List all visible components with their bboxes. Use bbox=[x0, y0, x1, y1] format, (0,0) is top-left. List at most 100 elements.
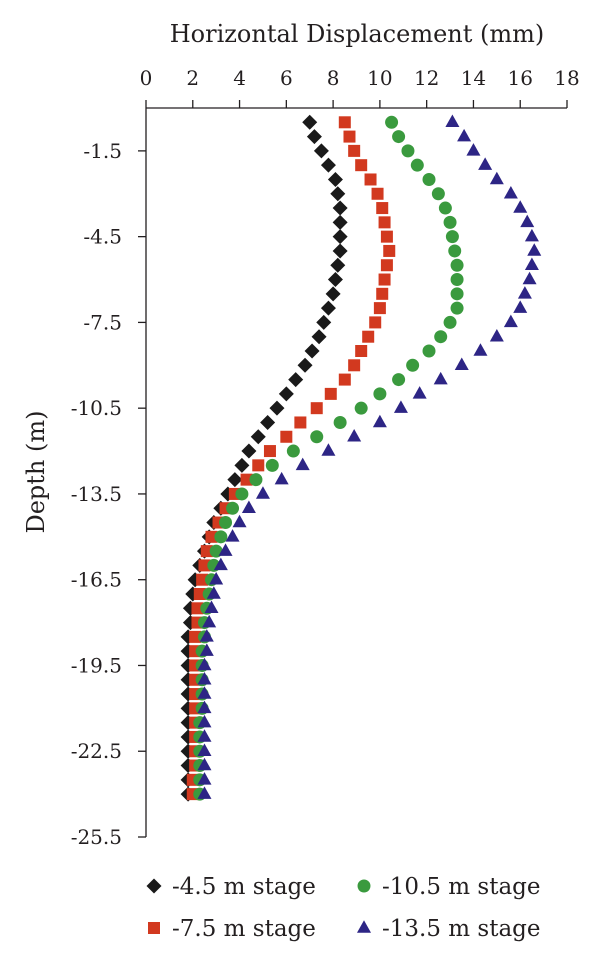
data-point bbox=[260, 414, 276, 430]
data-point bbox=[197, 657, 212, 671]
data-point bbox=[422, 344, 436, 358]
x-tick-label: 14 bbox=[461, 66, 486, 90]
data-point bbox=[457, 128, 472, 142]
data-point bbox=[332, 200, 348, 216]
y-tick-label: -10.5 bbox=[71, 396, 122, 420]
data-point bbox=[383, 244, 396, 257]
data-point bbox=[372, 414, 387, 428]
data-point bbox=[202, 614, 217, 628]
legend-marker bbox=[357, 879, 371, 893]
data-point bbox=[517, 286, 532, 299]
data-point bbox=[392, 373, 406, 387]
data-point bbox=[206, 586, 221, 599]
data-point bbox=[448, 244, 462, 258]
data-point bbox=[422, 172, 436, 186]
data-point bbox=[450, 287, 464, 301]
data-point bbox=[240, 473, 253, 486]
data-point bbox=[310, 430, 324, 444]
legend-item: -13.5 m stage bbox=[357, 916, 541, 942]
data-point bbox=[265, 458, 279, 472]
data-point bbox=[209, 571, 224, 585]
y-tick-label: -1.5 bbox=[83, 139, 122, 163]
data-point bbox=[369, 316, 382, 329]
x-axis-title: Horizontal Displacement (mm) bbox=[170, 20, 545, 48]
y-tick-label: -7.5 bbox=[83, 310, 122, 334]
x-tick-label: 18 bbox=[554, 66, 579, 90]
data-point bbox=[199, 629, 214, 642]
legend: -4.5 m stage -10.5 m stage -7.5 m stage -13… bbox=[146, 874, 541, 942]
data-point bbox=[431, 187, 445, 201]
data-point bbox=[412, 386, 427, 399]
data-point bbox=[197, 700, 212, 714]
x-tick-label: 6 bbox=[280, 66, 293, 90]
data-point bbox=[406, 358, 420, 372]
legend-marker bbox=[148, 922, 160, 934]
data-point bbox=[320, 300, 336, 316]
data-point bbox=[198, 559, 211, 572]
legend-label: -13.5 m stage bbox=[382, 916, 541, 942]
data-point bbox=[355, 159, 368, 172]
data-point bbox=[197, 729, 212, 742]
y-tick-label: -22.5 bbox=[71, 739, 122, 763]
data-point bbox=[193, 588, 206, 600]
series-3 bbox=[193, 115, 464, 801]
data-point bbox=[401, 144, 415, 158]
data-point bbox=[373, 302, 386, 315]
data-point bbox=[378, 273, 391, 286]
data-point bbox=[297, 357, 313, 373]
legend-label: -7.5 m stage bbox=[172, 916, 316, 942]
data-point bbox=[197, 714, 212, 728]
data-point bbox=[313, 143, 329, 159]
data-point bbox=[306, 129, 322, 145]
data-point bbox=[302, 114, 318, 130]
data-point bbox=[489, 171, 504, 185]
legend-item: -4.5 m stage bbox=[146, 874, 316, 900]
series-4 bbox=[197, 114, 542, 799]
data-point bbox=[286, 444, 300, 458]
data-point bbox=[332, 229, 348, 245]
data-point bbox=[371, 187, 384, 200]
data-point bbox=[445, 230, 459, 244]
data-point bbox=[219, 516, 233, 530]
data-point bbox=[343, 130, 356, 143]
legend-label: -4.5 m stage bbox=[172, 874, 316, 900]
y-tick-label: -4.5 bbox=[83, 225, 122, 249]
data-point bbox=[376, 202, 389, 215]
data-point bbox=[503, 186, 518, 199]
data-point bbox=[320, 157, 336, 173]
data-point bbox=[524, 257, 539, 270]
data-point bbox=[450, 301, 464, 315]
series-2 bbox=[186, 116, 396, 801]
data-point bbox=[338, 373, 351, 386]
data-point bbox=[295, 457, 310, 471]
data-point bbox=[197, 757, 212, 771]
data-point bbox=[330, 186, 346, 202]
data-point bbox=[378, 216, 391, 229]
x-tick-label: 10 bbox=[367, 66, 392, 90]
y-axis-title: Depth (m) bbox=[22, 410, 50, 533]
data-point bbox=[433, 371, 448, 385]
data-point bbox=[278, 386, 294, 402]
data-point bbox=[445, 114, 460, 128]
data-point bbox=[189, 630, 202, 643]
data-point bbox=[393, 400, 408, 413]
data-point bbox=[513, 300, 528, 313]
data-point bbox=[503, 314, 518, 328]
data-point bbox=[438, 201, 452, 215]
data-point bbox=[213, 557, 228, 571]
data-point bbox=[197, 772, 212, 785]
data-point bbox=[473, 343, 488, 356]
data-point bbox=[232, 514, 247, 528]
x-tick-label: 12 bbox=[414, 66, 439, 90]
data-point bbox=[241, 443, 257, 459]
legend-label: -10.5 m stage bbox=[382, 874, 541, 900]
data-point bbox=[522, 271, 537, 285]
data-point bbox=[348, 359, 361, 372]
data-point bbox=[196, 573, 209, 586]
data-point bbox=[332, 214, 348, 230]
data-point bbox=[348, 144, 361, 157]
data-point bbox=[235, 487, 249, 501]
data-point bbox=[241, 500, 256, 513]
data-point bbox=[410, 158, 424, 172]
